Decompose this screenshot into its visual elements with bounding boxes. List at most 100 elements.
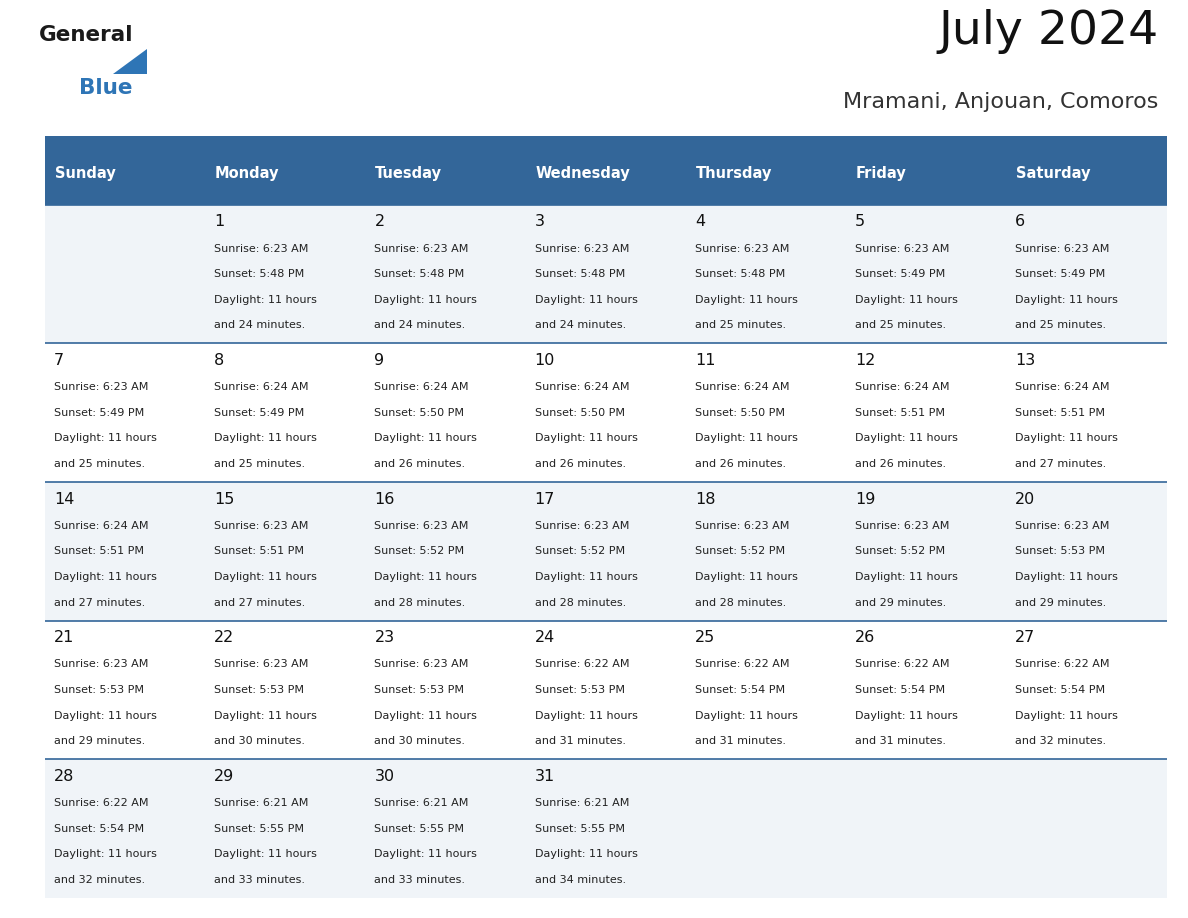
Text: Sunset: 5:50 PM: Sunset: 5:50 PM bbox=[374, 408, 465, 418]
Text: Daylight: 11 hours: Daylight: 11 hours bbox=[1016, 711, 1118, 721]
Text: 23: 23 bbox=[374, 631, 394, 645]
Text: and 25 minutes.: and 25 minutes. bbox=[1016, 320, 1106, 330]
Text: 21: 21 bbox=[53, 631, 75, 645]
Text: 7: 7 bbox=[53, 353, 64, 368]
Text: Sunrise: 6:23 AM: Sunrise: 6:23 AM bbox=[1016, 521, 1110, 531]
Text: and 26 minutes.: and 26 minutes. bbox=[695, 459, 786, 469]
Text: Daylight: 11 hours: Daylight: 11 hours bbox=[1016, 572, 1118, 582]
Text: Daylight: 11 hours: Daylight: 11 hours bbox=[53, 711, 157, 721]
Text: and 25 minutes.: and 25 minutes. bbox=[214, 459, 305, 469]
Text: and 25 minutes.: and 25 minutes. bbox=[855, 320, 946, 330]
Text: Daylight: 11 hours: Daylight: 11 hours bbox=[374, 433, 478, 443]
Text: Sunrise: 6:22 AM: Sunrise: 6:22 AM bbox=[535, 659, 630, 669]
Text: Sunrise: 6:23 AM: Sunrise: 6:23 AM bbox=[855, 243, 949, 253]
Text: Sunrise: 6:22 AM: Sunrise: 6:22 AM bbox=[695, 659, 789, 669]
Text: and 26 minutes.: and 26 minutes. bbox=[374, 459, 466, 469]
Text: Sunrise: 6:21 AM: Sunrise: 6:21 AM bbox=[374, 798, 469, 808]
Text: Sunset: 5:51 PM: Sunset: 5:51 PM bbox=[214, 546, 304, 556]
Text: 29: 29 bbox=[214, 769, 234, 784]
Text: 17: 17 bbox=[535, 492, 555, 507]
Text: Sunrise: 6:23 AM: Sunrise: 6:23 AM bbox=[535, 243, 628, 253]
Text: 20: 20 bbox=[1016, 492, 1036, 507]
Text: and 29 minutes.: and 29 minutes. bbox=[53, 736, 145, 746]
Text: Daylight: 11 hours: Daylight: 11 hours bbox=[695, 295, 797, 305]
Text: Sunset: 5:48 PM: Sunset: 5:48 PM bbox=[374, 269, 465, 279]
Text: 12: 12 bbox=[855, 353, 876, 368]
Text: Sunset: 5:51 PM: Sunset: 5:51 PM bbox=[1016, 408, 1105, 418]
Text: Daylight: 11 hours: Daylight: 11 hours bbox=[695, 711, 797, 721]
Text: Daylight: 11 hours: Daylight: 11 hours bbox=[374, 849, 478, 859]
Text: 5: 5 bbox=[855, 215, 865, 230]
Text: Daylight: 11 hours: Daylight: 11 hours bbox=[53, 849, 157, 859]
Text: Sunset: 5:53 PM: Sunset: 5:53 PM bbox=[53, 685, 144, 695]
Text: Sunset: 5:54 PM: Sunset: 5:54 PM bbox=[855, 685, 946, 695]
Text: Sunset: 5:49 PM: Sunset: 5:49 PM bbox=[53, 408, 144, 418]
Text: and 26 minutes.: and 26 minutes. bbox=[535, 459, 626, 469]
Text: Sunset: 5:48 PM: Sunset: 5:48 PM bbox=[695, 269, 785, 279]
Text: Daylight: 11 hours: Daylight: 11 hours bbox=[53, 572, 157, 582]
Text: Daylight: 11 hours: Daylight: 11 hours bbox=[695, 572, 797, 582]
Text: 26: 26 bbox=[855, 631, 876, 645]
Text: Sunrise: 6:23 AM: Sunrise: 6:23 AM bbox=[374, 243, 469, 253]
Text: 10: 10 bbox=[535, 353, 555, 368]
Text: and 34 minutes.: and 34 minutes. bbox=[535, 875, 626, 885]
Text: Blue: Blue bbox=[78, 78, 132, 98]
Text: Sunrise: 6:24 AM: Sunrise: 6:24 AM bbox=[695, 382, 789, 392]
Text: Monday: Monday bbox=[215, 166, 279, 181]
Text: Sunset: 5:49 PM: Sunset: 5:49 PM bbox=[1016, 269, 1106, 279]
Text: and 31 minutes.: and 31 minutes. bbox=[855, 736, 946, 746]
Text: and 32 minutes.: and 32 minutes. bbox=[1016, 736, 1106, 746]
Text: Sunset: 5:55 PM: Sunset: 5:55 PM bbox=[214, 823, 304, 834]
Text: Sunset: 5:52 PM: Sunset: 5:52 PM bbox=[535, 546, 625, 556]
Text: Sunset: 5:52 PM: Sunset: 5:52 PM bbox=[374, 546, 465, 556]
Text: Sunset: 5:51 PM: Sunset: 5:51 PM bbox=[855, 408, 944, 418]
Text: Daylight: 11 hours: Daylight: 11 hours bbox=[695, 433, 797, 443]
Text: Sunset: 5:53 PM: Sunset: 5:53 PM bbox=[535, 685, 625, 695]
Text: Daylight: 11 hours: Daylight: 11 hours bbox=[374, 572, 478, 582]
Text: Daylight: 11 hours: Daylight: 11 hours bbox=[855, 295, 958, 305]
Text: Sunset: 5:54 PM: Sunset: 5:54 PM bbox=[1016, 685, 1105, 695]
Text: 25: 25 bbox=[695, 631, 715, 645]
Text: Sunday: Sunday bbox=[55, 166, 115, 181]
Text: 24: 24 bbox=[535, 631, 555, 645]
Text: and 26 minutes.: and 26 minutes. bbox=[855, 459, 946, 469]
Text: and 28 minutes.: and 28 minutes. bbox=[535, 598, 626, 608]
Text: Sunset: 5:48 PM: Sunset: 5:48 PM bbox=[535, 269, 625, 279]
Text: and 29 minutes.: and 29 minutes. bbox=[1016, 598, 1106, 608]
Text: Daylight: 11 hours: Daylight: 11 hours bbox=[1016, 295, 1118, 305]
Text: Sunrise: 6:23 AM: Sunrise: 6:23 AM bbox=[695, 243, 789, 253]
Text: 2: 2 bbox=[374, 215, 385, 230]
Text: Sunrise: 6:22 AM: Sunrise: 6:22 AM bbox=[855, 659, 949, 669]
Text: and 33 minutes.: and 33 minutes. bbox=[374, 875, 466, 885]
Text: Sunrise: 6:24 AM: Sunrise: 6:24 AM bbox=[855, 382, 949, 392]
Text: and 31 minutes.: and 31 minutes. bbox=[535, 736, 626, 746]
Text: General: General bbox=[39, 26, 133, 45]
Text: 1: 1 bbox=[214, 215, 225, 230]
Text: 11: 11 bbox=[695, 353, 715, 368]
Text: 19: 19 bbox=[855, 492, 876, 507]
Text: Daylight: 11 hours: Daylight: 11 hours bbox=[214, 711, 317, 721]
Text: Sunset: 5:52 PM: Sunset: 5:52 PM bbox=[695, 546, 785, 556]
Text: Daylight: 11 hours: Daylight: 11 hours bbox=[535, 711, 638, 721]
Text: 4: 4 bbox=[695, 215, 704, 230]
Text: Sunrise: 6:23 AM: Sunrise: 6:23 AM bbox=[1016, 243, 1110, 253]
Text: and 30 minutes.: and 30 minutes. bbox=[374, 736, 466, 746]
Text: Friday: Friday bbox=[855, 166, 906, 181]
Text: and 29 minutes.: and 29 minutes. bbox=[855, 598, 947, 608]
Text: Daylight: 11 hours: Daylight: 11 hours bbox=[214, 572, 317, 582]
Text: 18: 18 bbox=[695, 492, 715, 507]
Text: and 25 minutes.: and 25 minutes. bbox=[53, 459, 145, 469]
Text: Sunset: 5:52 PM: Sunset: 5:52 PM bbox=[855, 546, 946, 556]
Text: 22: 22 bbox=[214, 631, 234, 645]
Text: Sunset: 5:49 PM: Sunset: 5:49 PM bbox=[855, 269, 946, 279]
Text: Daylight: 11 hours: Daylight: 11 hours bbox=[1016, 433, 1118, 443]
Text: 14: 14 bbox=[53, 492, 75, 507]
Text: Daylight: 11 hours: Daylight: 11 hours bbox=[374, 295, 478, 305]
Text: Sunset: 5:54 PM: Sunset: 5:54 PM bbox=[695, 685, 785, 695]
Text: Sunset: 5:53 PM: Sunset: 5:53 PM bbox=[374, 685, 465, 695]
Text: and 31 minutes.: and 31 minutes. bbox=[695, 736, 785, 746]
Text: Sunset: 5:55 PM: Sunset: 5:55 PM bbox=[535, 823, 625, 834]
Text: and 32 minutes.: and 32 minutes. bbox=[53, 875, 145, 885]
Text: Daylight: 11 hours: Daylight: 11 hours bbox=[214, 295, 317, 305]
Text: Sunset: 5:50 PM: Sunset: 5:50 PM bbox=[535, 408, 625, 418]
